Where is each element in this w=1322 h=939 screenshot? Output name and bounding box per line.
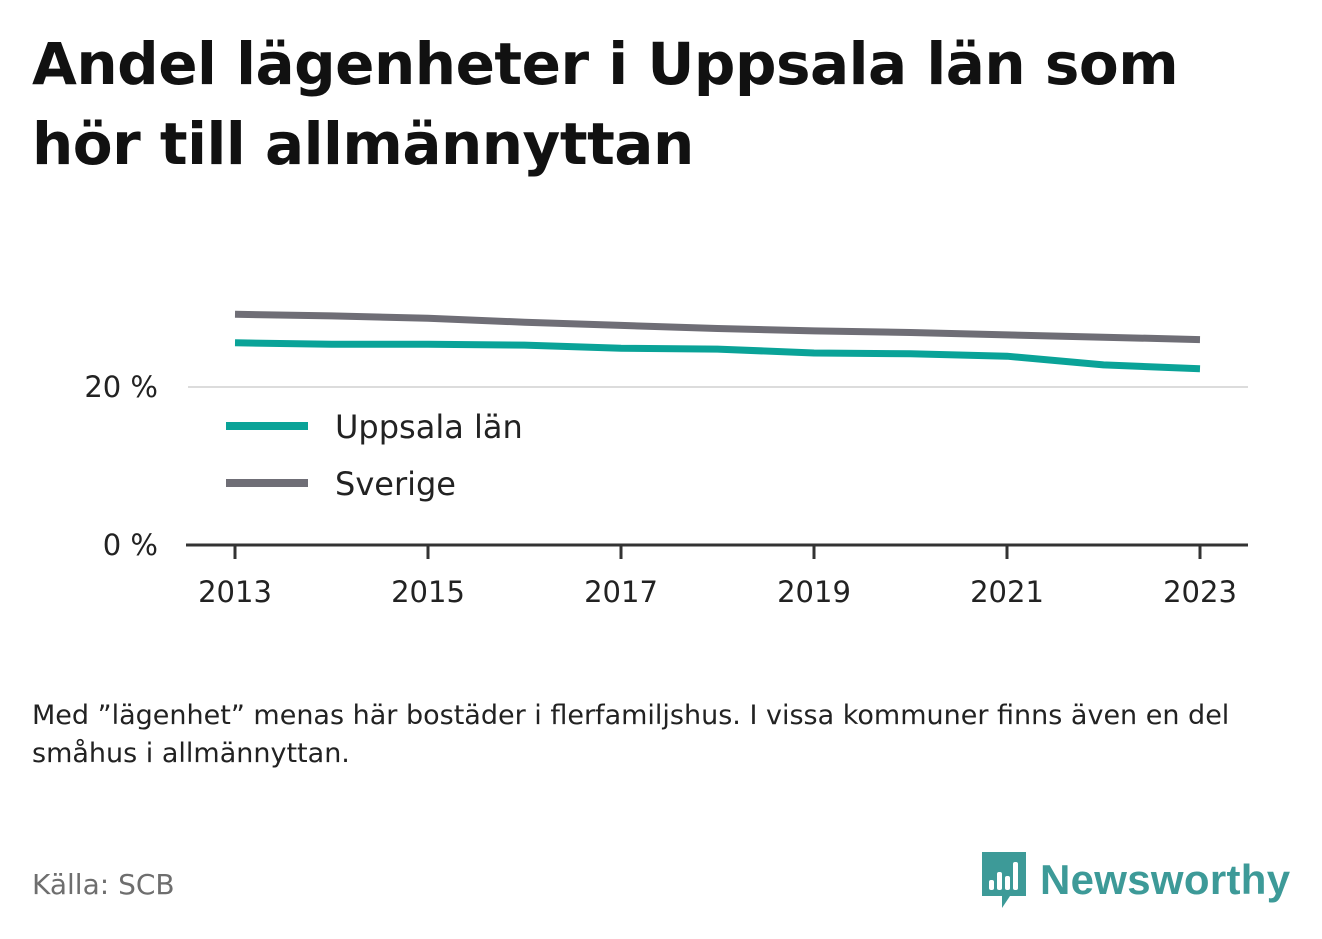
- x-tick-label: 2015: [391, 575, 465, 609]
- x-tick-label: 2017: [584, 575, 658, 609]
- brand-name: Newsworthy: [1040, 856, 1291, 903]
- legend-label: Uppsala län: [335, 408, 523, 446]
- y-tick-label: 20 %: [84, 370, 158, 404]
- x-axis: 2013 2015 2017 2019 2021 2023: [186, 543, 1248, 609]
- brand-logo: Newsworthy: [980, 848, 1290, 912]
- x-tick-label: 2013: [198, 575, 272, 609]
- y-axis-ticks: 0 % 20 %: [84, 370, 158, 562]
- x-tick-label: 2021: [970, 575, 1044, 609]
- source-label: Källa: SCB: [32, 868, 175, 901]
- line-chart: 0 % 20 % 2013 2015 2017 2019 2021 2023 Uppsala…: [84, 310, 1248, 609]
- y-tick-label: 0 %: [103, 528, 158, 562]
- series-line-sverige: [234, 310, 1201, 344]
- chart-title: Andel lägenheter i Uppsala län som hör t…: [32, 30, 1179, 178]
- series-lines: [234, 310, 1201, 373]
- x-tick-label: 2023: [1163, 575, 1237, 609]
- x-tick-label: 2019: [777, 575, 851, 609]
- legend: Uppsala län Sverige: [226, 408, 523, 503]
- bar-chart-speech-bubble-icon: [982, 852, 1026, 908]
- chart-note: Med ”lägenhet” menas här bostäder i fler…: [32, 700, 1230, 769]
- legend-label: Sverige: [335, 465, 456, 503]
- series-line-uppsala-län: [234, 339, 1201, 373]
